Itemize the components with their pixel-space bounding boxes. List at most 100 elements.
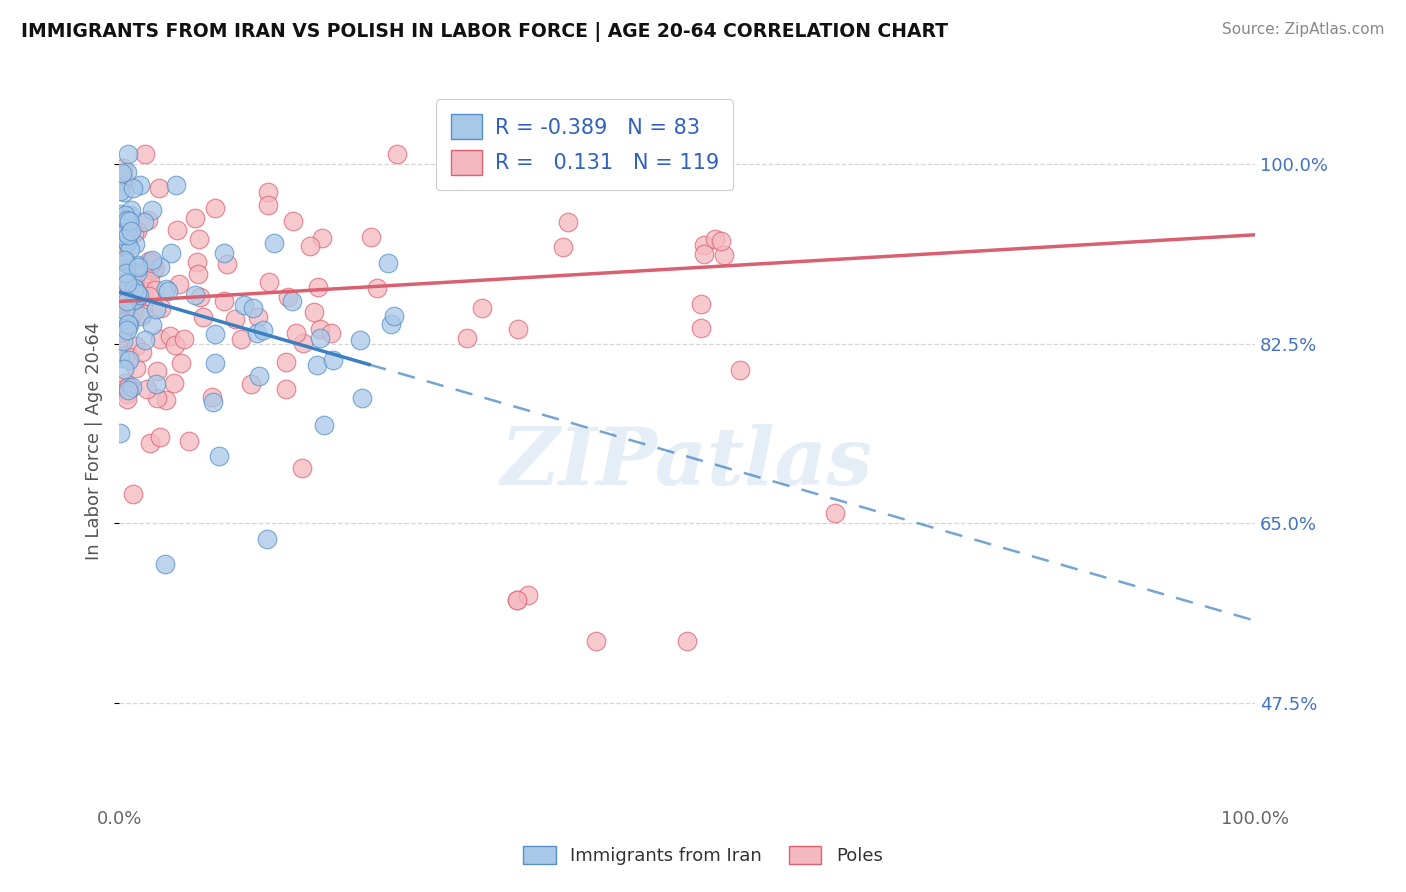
Point — [112, 174, 135, 188]
Point — [121, 297, 143, 311]
Point — [141, 203, 163, 218]
Point — [350, 392, 373, 406]
Point — [112, 361, 135, 376]
Point — [143, 260, 166, 275]
Point — [127, 258, 149, 272]
Point — [114, 302, 136, 317]
Point — [118, 350, 141, 364]
Point — [292, 336, 315, 351]
Point — [242, 301, 264, 316]
Point — [713, 248, 735, 262]
Point — [246, 310, 269, 324]
Point — [145, 377, 167, 392]
Point — [204, 327, 226, 342]
Point — [110, 336, 132, 351]
Point — [112, 249, 135, 263]
Point — [125, 266, 148, 280]
Point — [120, 242, 142, 256]
Point — [118, 318, 141, 333]
Point — [184, 211, 207, 226]
Point — [124, 305, 146, 319]
Point — [169, 277, 191, 291]
Point — [135, 382, 157, 396]
Point — [224, 312, 246, 326]
Point — [232, 298, 254, 312]
Point — [111, 325, 134, 339]
Point — [240, 376, 263, 391]
Point — [257, 275, 280, 289]
Point — [165, 178, 187, 193]
Point — [138, 254, 160, 268]
Point — [252, 323, 274, 337]
Point — [506, 593, 529, 607]
Point — [263, 235, 285, 250]
Point — [117, 227, 139, 242]
Point — [321, 326, 343, 340]
Point — [277, 290, 299, 304]
Point — [187, 268, 209, 282]
Point — [163, 338, 186, 352]
Point — [693, 247, 716, 261]
Point — [160, 246, 183, 260]
Text: IMMIGRANTS FROM IRAN VS POLISH IN LABOR FORCE | AGE 20-64 CORRELATION CHART: IMMIGRANTS FROM IRAN VS POLISH IN LABOR … — [21, 22, 948, 42]
Point — [115, 262, 138, 277]
Point — [132, 307, 155, 321]
Point — [111, 334, 134, 348]
Point — [201, 395, 224, 409]
Point — [380, 318, 402, 332]
Point — [385, 146, 408, 161]
Point — [125, 292, 148, 306]
Point — [139, 273, 162, 287]
Point — [114, 265, 136, 279]
Point — [114, 174, 136, 188]
Point — [141, 318, 163, 332]
Point — [111, 298, 134, 312]
Point — [134, 333, 156, 347]
Point — [114, 376, 136, 390]
Point — [122, 300, 145, 314]
Point — [114, 208, 136, 222]
Point — [111, 228, 134, 243]
Point — [349, 333, 371, 347]
Point — [122, 281, 145, 295]
Point — [125, 286, 148, 301]
Point — [111, 315, 134, 329]
Point — [118, 208, 141, 222]
Point — [456, 331, 478, 345]
Point — [122, 226, 145, 240]
Point — [132, 268, 155, 282]
Point — [145, 364, 167, 378]
Point — [117, 146, 139, 161]
Point — [122, 295, 145, 310]
Point — [143, 283, 166, 297]
Point — [124, 281, 146, 295]
Point — [136, 212, 159, 227]
Point — [692, 238, 714, 252]
Point — [676, 634, 699, 648]
Point — [824, 506, 846, 520]
Point — [689, 321, 711, 335]
Point — [506, 322, 529, 336]
Point — [117, 383, 139, 397]
Point — [307, 280, 329, 294]
Point — [193, 310, 215, 325]
Point — [128, 287, 150, 301]
Point — [110, 239, 132, 253]
Point — [110, 426, 132, 441]
Point — [129, 178, 152, 192]
Point — [553, 240, 575, 254]
Point — [115, 235, 138, 249]
Point — [155, 393, 177, 408]
Point — [122, 487, 145, 501]
Point — [298, 238, 321, 252]
Point — [117, 380, 139, 394]
Point — [163, 376, 186, 391]
Point — [585, 634, 607, 648]
Point — [132, 215, 155, 229]
Point — [115, 293, 138, 308]
Point — [124, 237, 146, 252]
Point — [120, 224, 142, 238]
Point — [281, 213, 304, 227]
Point — [187, 232, 209, 246]
Point — [112, 253, 135, 268]
